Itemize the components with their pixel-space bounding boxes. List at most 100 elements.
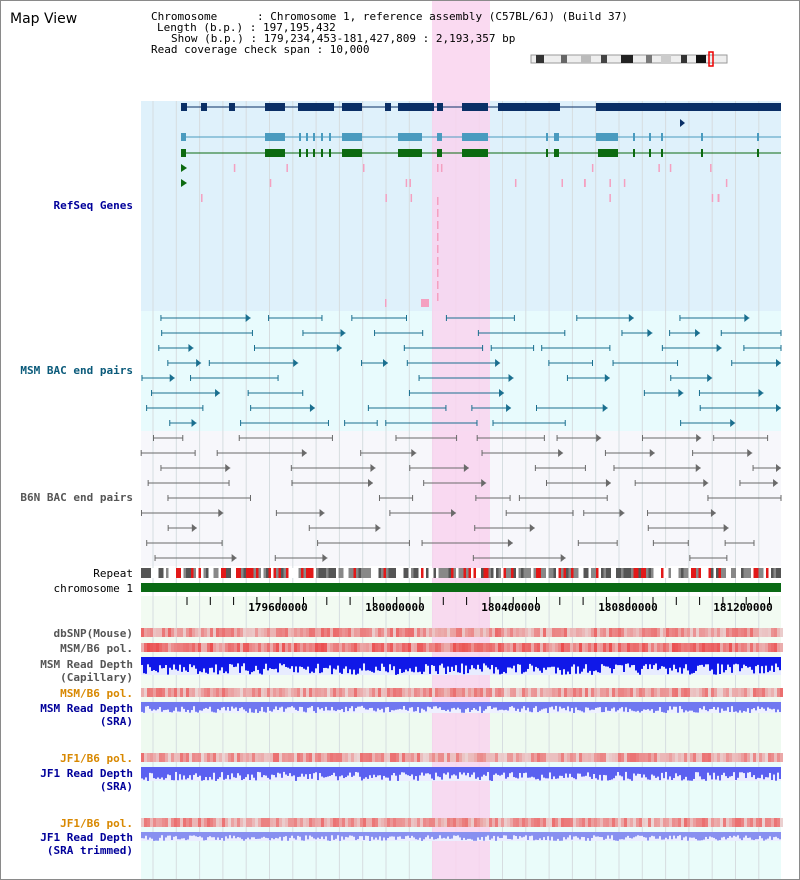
depth-bar [771, 702, 773, 710]
bac-end-arrow [604, 374, 610, 382]
depth-bar [445, 767, 447, 775]
depth-bar [181, 767, 183, 780]
track-label-msm-b6-pol-2[interactable]: MSM/B6 pol. [60, 687, 133, 700]
heat-cell [744, 628, 747, 637]
heat-cell [780, 628, 783, 637]
heat-cell [369, 753, 372, 762]
heat-cell [483, 753, 486, 762]
heat-cell [153, 753, 156, 762]
depth-bar [531, 657, 533, 666]
depth-bar [683, 832, 685, 838]
heat-cell [654, 818, 657, 827]
depth-bar [755, 657, 757, 667]
depth-bar [157, 832, 159, 841]
depth-bar [263, 767, 265, 776]
heat-cell [252, 643, 255, 652]
heat-cell [390, 628, 393, 637]
depth-bar [301, 832, 303, 841]
track-label-refseq[interactable]: RefSeq Genes [53, 199, 133, 212]
heat-cell [675, 818, 678, 827]
heat-cell [552, 818, 555, 827]
repeat-segment [716, 568, 719, 578]
depth-bar [741, 657, 743, 669]
bac-end-arrow [696, 434, 702, 442]
depth-bar [359, 832, 361, 837]
track-label-dbsnp[interactable]: dbSNP(Mouse) [53, 627, 133, 640]
heat-cell [315, 753, 318, 762]
track-label-jf1-depth-sra[interactable]: JF1 Read Depth (SRA) [40, 767, 133, 793]
depth-bar [183, 657, 185, 668]
heat-cell [666, 753, 669, 762]
depth-bar [767, 767, 769, 778]
depth-bar [245, 702, 247, 712]
repeat-segment [473, 568, 476, 578]
depth-bar [463, 832, 465, 838]
heat-cell [720, 818, 723, 827]
heat-cell [540, 643, 543, 652]
depth-bar [587, 767, 589, 773]
depth-bar [697, 657, 699, 666]
depth-bar [381, 767, 383, 780]
track-label-msm-depth-capillary[interactable]: MSM Read Depth (Capillary) [40, 658, 133, 684]
depth-bar [519, 767, 521, 773]
repeat-segment [453, 568, 456, 578]
gene-marker [437, 257, 439, 265]
track-label-msm-bac[interactable]: MSM BAC end pairs [20, 364, 133, 377]
heat-cell [147, 688, 150, 697]
depth-bar [685, 702, 687, 711]
bac-end-arrow [191, 419, 197, 427]
depth-bar [545, 702, 547, 709]
heat-cell [654, 753, 657, 762]
depth-bar [507, 832, 509, 839]
depth-bar [209, 832, 211, 837]
depth-bar [341, 657, 343, 674]
depth-bar [391, 657, 393, 671]
track-label-jf1-b6-pol-1[interactable]: JF1/B6 pol. [60, 752, 133, 765]
depth-bar [735, 832, 737, 837]
depth-bar [341, 702, 343, 710]
depth-bar [351, 767, 353, 777]
depth-bar [537, 702, 539, 713]
gene-marker [710, 164, 712, 172]
heat-cell [420, 818, 423, 827]
heat-cell [315, 628, 318, 637]
depth-bar [763, 702, 765, 709]
track-label-jf1-b6-pol-2[interactable]: JF1/B6 pol. [60, 817, 133, 830]
repeat-segment [248, 568, 251, 578]
gene-marker [725, 179, 728, 187]
heat-cell [588, 628, 591, 637]
depth-bar [571, 657, 573, 667]
track-label-b6n-bac[interactable]: B6N BAC end pairs [20, 491, 133, 504]
heat-cell [477, 818, 480, 827]
bac-end-arrow [619, 509, 625, 517]
depth-bar [521, 702, 523, 709]
depth-bar [483, 657, 485, 664]
heat-cell [558, 818, 561, 827]
depth-bar [693, 832, 695, 838]
depth-bar [601, 767, 603, 781]
track-label-msm-b6-pol-1[interactable]: MSM/B6 pol. [60, 642, 133, 655]
heat-cell [390, 818, 393, 827]
heat-cell [228, 688, 231, 697]
track-label-repeat[interactable]: Repeat [93, 567, 133, 580]
depth-bar [667, 657, 669, 675]
track-label-msm-depth-sra[interactable]: MSM Read Depth (SRA) [40, 702, 133, 728]
heat-cell [756, 643, 759, 652]
repeat-segment [553, 568, 556, 578]
heat-cell [351, 643, 354, 652]
depth-bar [745, 657, 747, 666]
depth-bar [639, 767, 641, 774]
heat-cell [177, 818, 180, 827]
depth-bar [541, 657, 543, 673]
track-label-chromosome[interactable]: chromosome 1 [53, 582, 133, 595]
depth-bar [407, 657, 409, 672]
heat-cell [288, 753, 291, 762]
heat-cell [771, 628, 774, 637]
depth-bar [179, 832, 181, 840]
heat-cell [450, 818, 453, 827]
repeat-segment [746, 568, 749, 578]
depth-bar [445, 832, 447, 839]
heat-cell [357, 753, 360, 762]
track-label-jf1-depth-trimmed[interactable]: JF1 Read Depth (SRA trimmed) [40, 831, 133, 857]
